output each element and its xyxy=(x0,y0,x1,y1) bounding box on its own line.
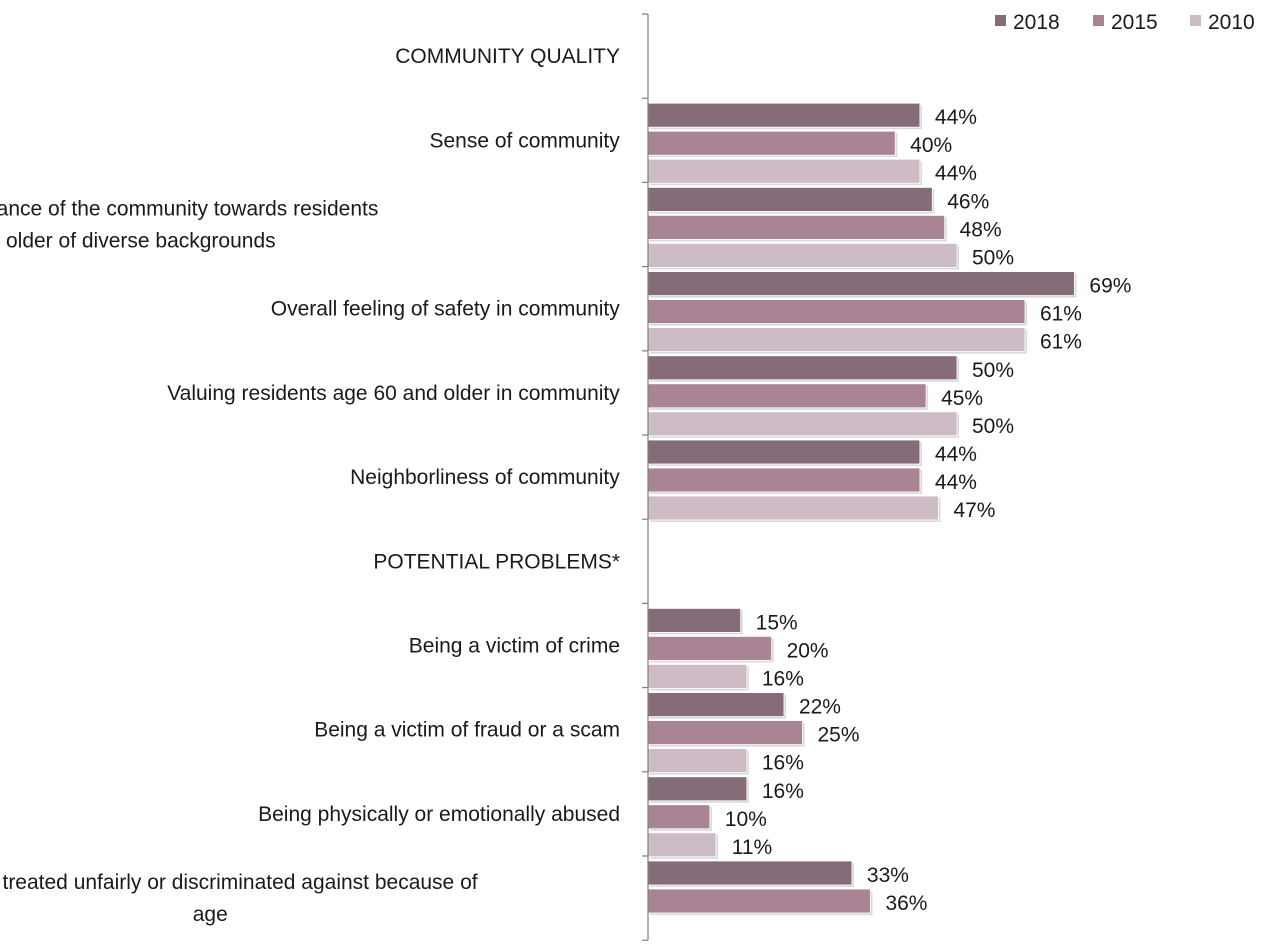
value-label-being-treated-unfairly-or-discriminated--2018: 33% xyxy=(867,864,909,887)
value-label-being-physically-or-emotionally-abused-2018: 16% xyxy=(762,780,804,803)
bar-being-physically-or-emotionally-abused-2015 xyxy=(647,804,711,830)
bar-being-a-victim-of-fraud-or-a-scam-2010 xyxy=(647,748,748,773)
bar-valuing-residents-age-60-and-older-in-co-2018 xyxy=(647,355,958,381)
value-label-openness-and-acceptance-of-the-community-2015: 48% xyxy=(960,218,1002,241)
legend-label-2018: 2018 xyxy=(1013,11,1060,34)
value-label-overall-feeling-of-safety-in-community-2018: 69% xyxy=(1089,275,1131,298)
value-label-neighborliness-of-community-2018: 44% xyxy=(935,443,977,466)
bar-sense-of-community-2015 xyxy=(647,130,896,156)
value-label-sense-of-community-2015: 40% xyxy=(910,134,952,157)
bar-sense-of-community-2010 xyxy=(647,158,921,184)
bar-being-physically-or-emotionally-abused-2018 xyxy=(647,776,748,802)
legend-label-2010: 2010 xyxy=(1208,11,1255,34)
bar-openness-and-acceptance-of-the-community-2018 xyxy=(647,186,933,212)
bar-neighborliness-of-community-2015 xyxy=(647,467,921,493)
value-label-being-a-victim-of-crime-2010: 16% xyxy=(762,667,804,690)
bar-being-a-victim-of-crime-2018 xyxy=(647,608,742,633)
bar-valuing-residents-age-60-and-older-in-co-2010 xyxy=(647,411,958,437)
legend-swatch-2010 xyxy=(1190,15,1201,26)
value-label-being-a-victim-of-crime-2015: 20% xyxy=(787,639,829,662)
bar-overall-feeling-of-safety-in-community-2018 xyxy=(647,271,1075,297)
value-label-being-a-victim-of-fraud-or-a-scam-2010: 16% xyxy=(762,752,804,775)
bar-overall-feeling-of-safety-in-community-2010 xyxy=(647,327,1026,353)
bar-being-a-victim-of-fraud-or-a-scam-2018 xyxy=(647,692,785,717)
category-label-being-physically-or-emotionally-abused: Being physically or emotionally abused xyxy=(258,803,620,826)
value-label-openness-and-acceptance-of-the-community-2010: 50% xyxy=(972,246,1014,269)
value-label-being-physically-or-emotionally-abused-2010: 11% xyxy=(732,836,772,859)
bar-being-physically-or-emotionally-abused-2010 xyxy=(647,832,717,858)
value-label-openness-and-acceptance-of-the-community-2018: 46% xyxy=(947,190,989,213)
bars-layer xyxy=(647,102,1077,915)
legend-swatch-2018 xyxy=(995,15,1006,26)
value-label-neighborliness-of-community-2010: 47% xyxy=(953,499,995,522)
value-label-overall-feeling-of-safety-in-community-2015: 61% xyxy=(1040,303,1082,326)
value-label-being-physically-or-emotionally-abused-2015: 10% xyxy=(725,808,767,831)
bar-neighborliness-of-community-2010 xyxy=(647,495,939,521)
bar-openness-and-acceptance-of-the-community-2015 xyxy=(647,214,946,240)
bar-sense-of-community-2018 xyxy=(647,102,921,128)
category-axis xyxy=(642,13,649,941)
legend-label-2015: 2015 xyxy=(1111,11,1158,34)
bar-being-a-victim-of-crime-2010 xyxy=(647,664,748,689)
category-label-being-a-victim-of-crime: Being a victim of crime xyxy=(409,635,620,658)
value-label-sense-of-community-2010: 44% xyxy=(935,162,977,185)
value-label-valuing-residents-age-60-and-older-in-co-2018: 50% xyxy=(972,359,1014,382)
value-label-being-treated-unfairly-or-discriminated--2015: 36% xyxy=(885,892,927,915)
value-label-neighborliness-of-community-2015: 44% xyxy=(935,471,977,494)
category-label-valuing-residents-age-60-and-older-in-co: Valuing residents age 60 and older in co… xyxy=(167,382,620,405)
category-label-community-quality: COMMUNITY QUALITY xyxy=(395,45,620,68)
category-label-overall-feeling-of-safety-in-community: Overall feeling of safety in community xyxy=(271,298,620,321)
legend-swatch-2015 xyxy=(1093,15,1104,26)
value-label-valuing-residents-age-60-and-older-in-co-2010: 50% xyxy=(972,415,1014,438)
bar-being-a-victim-of-fraud-or-a-scam-2015 xyxy=(647,720,803,745)
category-label-openness-and-acceptance-of-the-community: Openness and acceptance of the community… xyxy=(0,198,378,253)
bar-being-treated-unfairly-or-discriminated--2018 xyxy=(647,860,853,886)
legend: 2018 2015 2010 xyxy=(995,11,1255,34)
category-label-potential-problems: POTENTIAL PROBLEMS* xyxy=(373,550,620,573)
bar-openness-and-acceptance-of-the-community-2010 xyxy=(647,242,958,268)
category-label-being-a-victim-of-fraud-or-a-scam: Being a victim of fraud or a scam xyxy=(314,719,620,742)
bar-neighborliness-of-community-2018 xyxy=(647,439,921,465)
bar-being-a-victim-of-crime-2015 xyxy=(647,636,772,661)
value-labels: 44% 40% 44% 46% 48% 50% 69% 61% 61% 50% 45% 50% 44% 4… xyxy=(725,106,1132,915)
value-label-valuing-residents-age-60-and-older-in-co-2015: 45% xyxy=(941,387,983,410)
category-label-sense-of-community: Sense of community xyxy=(429,129,620,152)
category-labels: COMMUNITY QUALITY Sense of community Openn… xyxy=(0,45,620,926)
category-label-neighborliness-of-community: Neighborliness of community xyxy=(350,466,620,489)
bar-being-treated-unfairly-or-discriminated--2015 xyxy=(647,888,871,914)
bar-valuing-residents-age-60-and-older-in-co-2015 xyxy=(647,383,927,409)
value-label-being-a-victim-of-fraud-or-a-scam-2018: 22% xyxy=(799,696,841,719)
value-label-overall-feeling-of-safety-in-community-2010: 61% xyxy=(1040,331,1082,354)
value-label-sense-of-community-2018: 44% xyxy=(935,106,977,129)
value-label-being-a-victim-of-crime-2018: 15% xyxy=(756,611,798,634)
bar-overall-feeling-of-safety-in-community-2015 xyxy=(647,299,1026,325)
category-label-being-treated-unfairly-or-discriminated-: Being treated unfairly or discriminated … xyxy=(0,871,478,926)
value-label-being-a-victim-of-fraud-or-a-scam-2015: 25% xyxy=(817,724,859,747)
